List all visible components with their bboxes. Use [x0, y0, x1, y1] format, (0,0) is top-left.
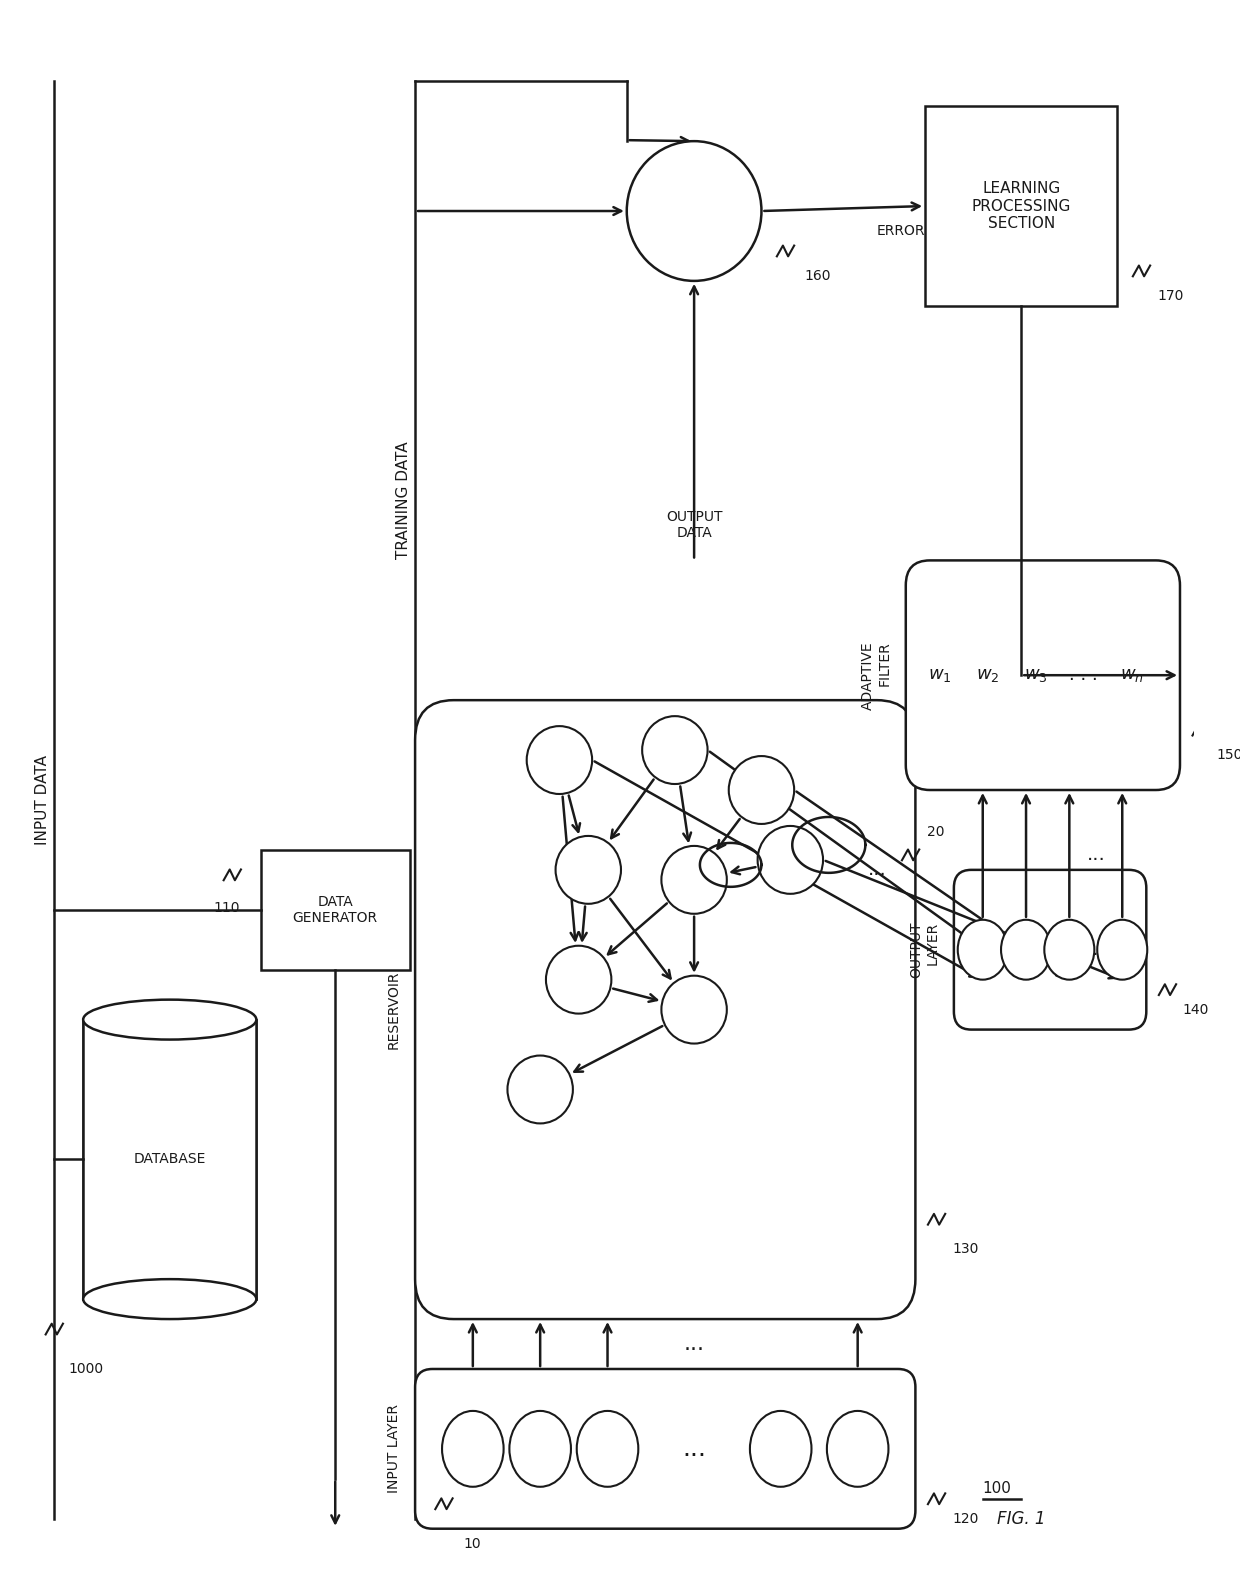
Ellipse shape: [546, 946, 611, 1014]
Text: 100: 100: [983, 1481, 1012, 1497]
FancyBboxPatch shape: [415, 700, 915, 1319]
Ellipse shape: [827, 1411, 888, 1487]
Circle shape: [626, 141, 761, 280]
Text: 150: 150: [1216, 748, 1240, 762]
Text: FIG. 1: FIG. 1: [997, 1510, 1045, 1527]
Ellipse shape: [507, 1055, 573, 1123]
Text: LEARNING
PROCESSING
SECTION: LEARNING PROCESSING SECTION: [972, 181, 1071, 231]
Text: ERROR: ERROR: [877, 223, 925, 238]
Text: $w_n$: $w_n$: [1120, 667, 1143, 684]
Text: 1000: 1000: [68, 1362, 104, 1376]
Ellipse shape: [750, 1411, 811, 1487]
Text: ...: ...: [1087, 846, 1106, 865]
Text: OUTPUT
DATA: OUTPUT DATA: [666, 510, 723, 540]
Text: $w_1$: $w_1$: [928, 667, 951, 684]
Bar: [83, 1020, 257, 1299]
Text: INPUT DATA: INPUT DATA: [35, 756, 51, 844]
Text: 170: 170: [1158, 288, 1184, 303]
Text: 120: 120: [952, 1511, 978, 1525]
FancyBboxPatch shape: [954, 870, 1146, 1030]
Text: TRAINING DATA: TRAINING DATA: [396, 442, 410, 559]
FancyBboxPatch shape: [925, 106, 1117, 306]
Text: INPUT LAYER: INPUT LAYER: [387, 1405, 401, 1494]
Text: ...: ...: [683, 1334, 704, 1354]
Text: 130: 130: [952, 1242, 978, 1256]
Ellipse shape: [729, 756, 794, 824]
Text: 140: 140: [1183, 1003, 1209, 1017]
Text: ...: ...: [868, 860, 887, 879]
Ellipse shape: [1001, 920, 1052, 979]
Ellipse shape: [83, 1280, 257, 1319]
Ellipse shape: [661, 846, 727, 914]
Text: 10: 10: [464, 1536, 481, 1551]
Text: OUTPUT
LAYER: OUTPUT LAYER: [909, 922, 940, 977]
Ellipse shape: [1097, 920, 1147, 979]
Text: $w_2$: $w_2$: [976, 667, 999, 684]
Text: RESERVOIR: RESERVOIR: [387, 971, 401, 1049]
Text: $w_3$: $w_3$: [1024, 667, 1048, 684]
Ellipse shape: [441, 1411, 503, 1487]
Ellipse shape: [83, 1000, 257, 1039]
Text: . . .: . . .: [1069, 667, 1099, 684]
Text: 110: 110: [213, 901, 239, 916]
FancyBboxPatch shape: [905, 561, 1180, 790]
Ellipse shape: [556, 836, 621, 904]
Ellipse shape: [1044, 920, 1095, 979]
Ellipse shape: [957, 920, 1008, 979]
Ellipse shape: [527, 725, 593, 794]
Text: ADAPTIVE
FILTER: ADAPTIVE FILTER: [861, 642, 892, 710]
Ellipse shape: [577, 1411, 639, 1487]
Ellipse shape: [661, 976, 727, 1044]
Ellipse shape: [510, 1411, 570, 1487]
Text: 160: 160: [805, 269, 831, 284]
Ellipse shape: [642, 716, 708, 784]
Text: DATA
GENERATOR: DATA GENERATOR: [293, 895, 378, 925]
FancyBboxPatch shape: [262, 851, 410, 969]
Text: ...: ...: [1087, 941, 1106, 960]
Ellipse shape: [758, 825, 823, 893]
FancyBboxPatch shape: [415, 1369, 915, 1529]
Text: 20: 20: [928, 825, 945, 840]
Text: DATABASE: DATABASE: [134, 1152, 206, 1166]
Text: ...: ...: [682, 1437, 706, 1460]
